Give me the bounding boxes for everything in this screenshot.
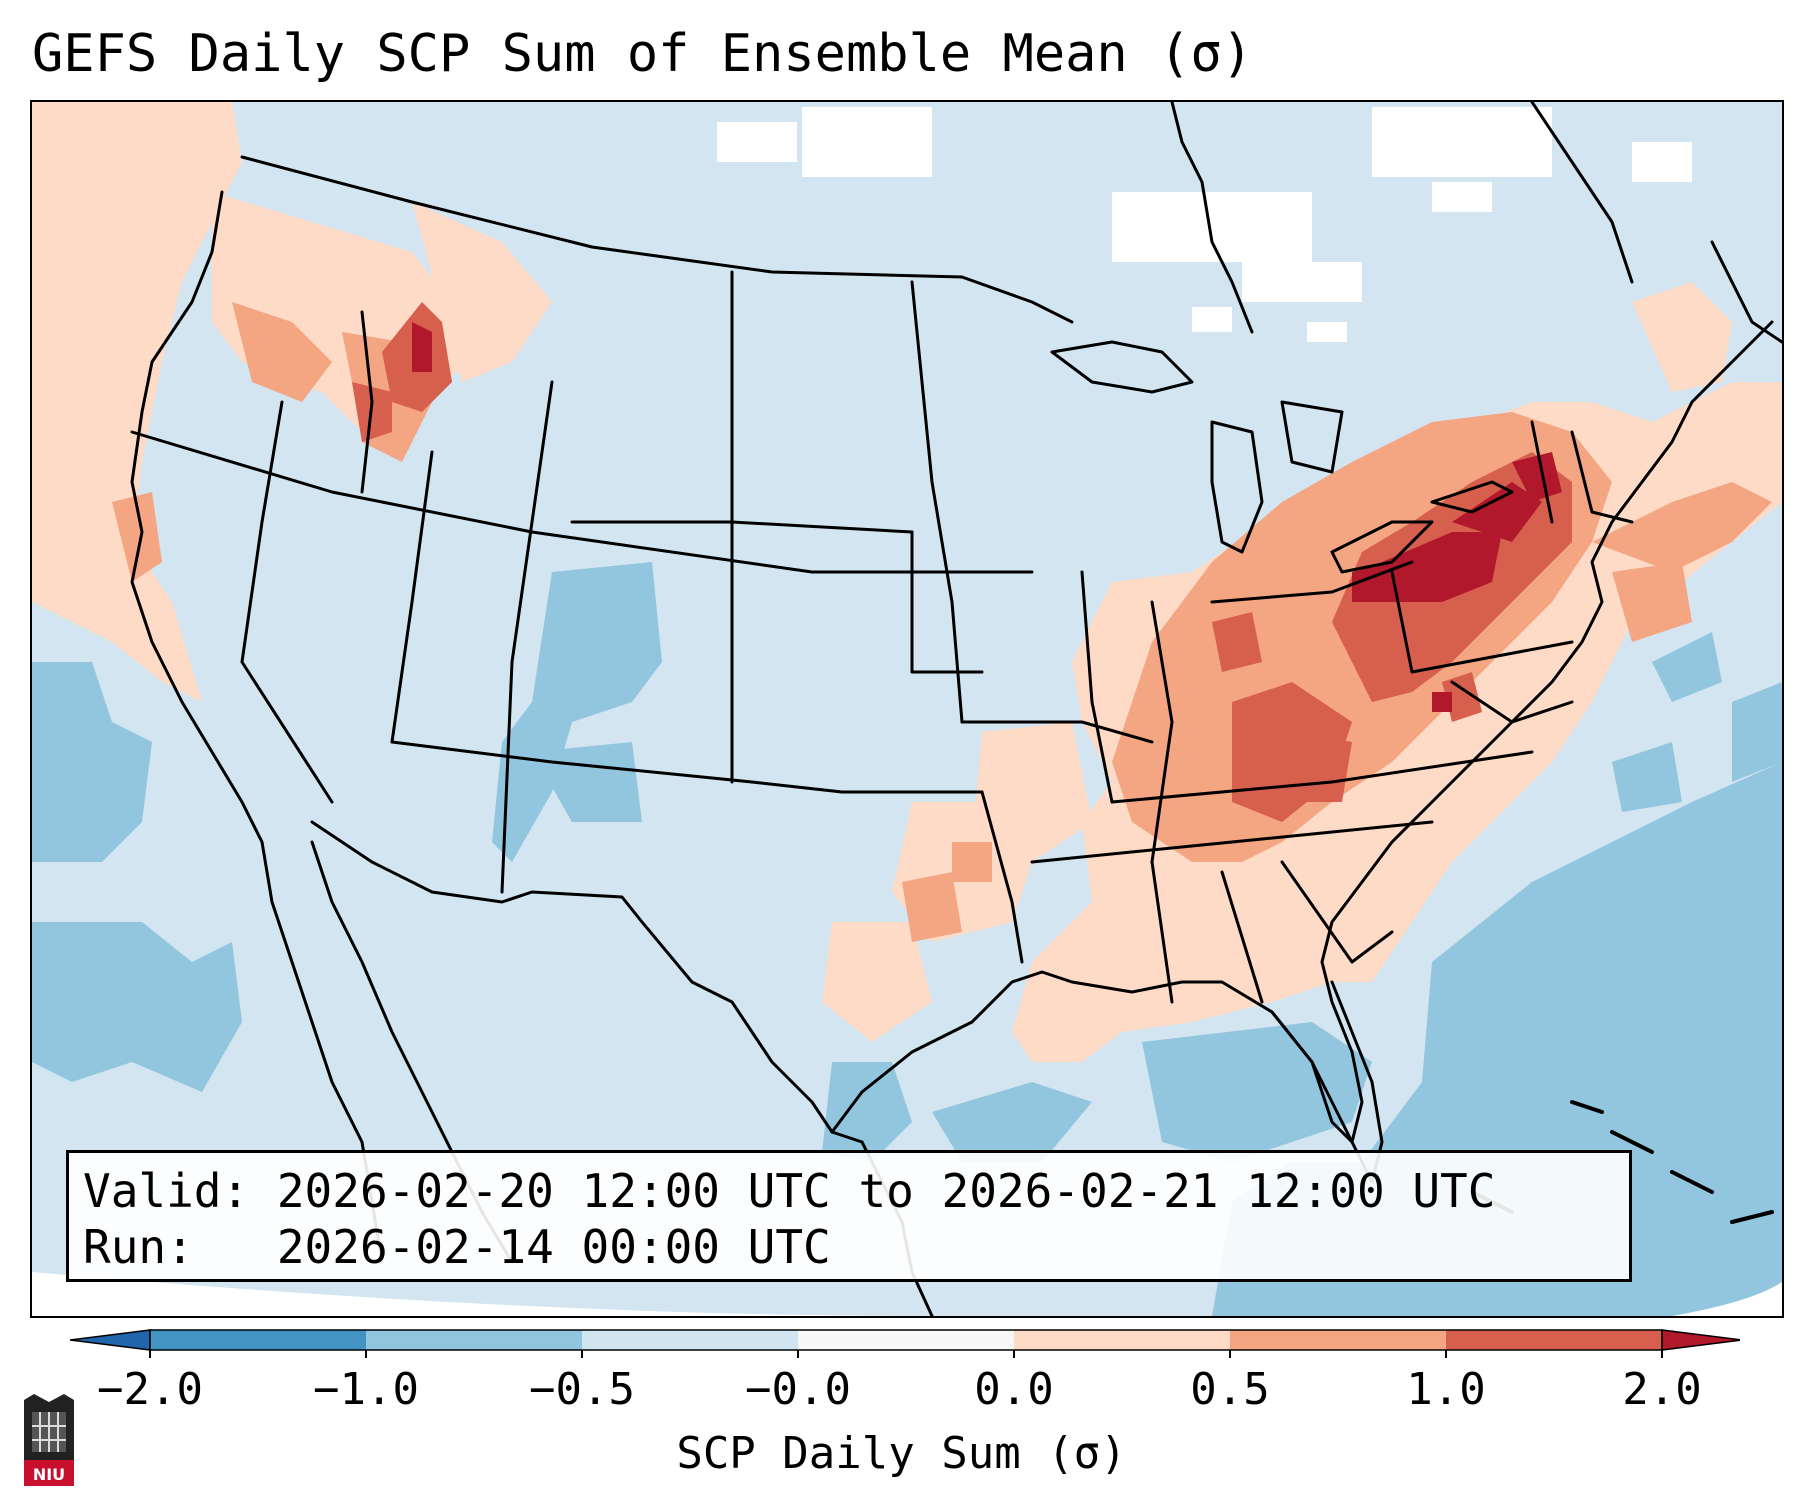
colorbar-bin bbox=[150, 1330, 366, 1350]
colorbar-frame bbox=[149, 1329, 1663, 1351]
colorbar-tick-label: −0.0 bbox=[745, 1364, 851, 1415]
colorbar-tick-label: −1.0 bbox=[313, 1364, 419, 1415]
map-title: GEFS Daily SCP Sum of Ensemble Mean (σ) bbox=[32, 24, 1253, 84]
run-line: Run: 2026-02-14 00:00 UTC bbox=[83, 1220, 831, 1274]
colorbar-over-extend bbox=[1661, 1329, 1743, 1351]
colorbar-bin bbox=[1014, 1330, 1230, 1350]
map-panel bbox=[30, 100, 1784, 1318]
projection-edge bbox=[32, 1272, 932, 1316]
colorbar-under-extend bbox=[69, 1329, 151, 1351]
colorbar-tick-label: 0.5 bbox=[1190, 1364, 1270, 1415]
colorbar-bin bbox=[1230, 1330, 1446, 1350]
colorbar bbox=[69, 1320, 1743, 1360]
colorbar-tick-label: 2.0 bbox=[1622, 1364, 1702, 1415]
valid-line: Valid: 2026-02-20 12:00 UTC to 2026-02-2… bbox=[83, 1164, 1496, 1218]
colorbar-tick-label: −0.5 bbox=[529, 1364, 635, 1415]
niu-logo: NIU bbox=[24, 1394, 74, 1486]
colorbar-bin bbox=[798, 1330, 1014, 1350]
logo-text: NIU bbox=[33, 1465, 65, 1484]
colorbar-bin bbox=[366, 1330, 582, 1350]
colorbar-bin bbox=[1446, 1330, 1662, 1350]
validity-info-box: Valid: 2026-02-20 12:00 UTC to 2026-02-2… bbox=[66, 1150, 1632, 1282]
neutral-field bbox=[717, 107, 1692, 342]
colorbar-bin bbox=[582, 1330, 798, 1350]
map-canvas bbox=[32, 102, 1782, 1316]
colorbar-tick-label: 1.0 bbox=[1406, 1364, 1486, 1415]
colorbar-tick-label: 0.0 bbox=[974, 1364, 1054, 1415]
colorbar-tick-label: −2.0 bbox=[97, 1364, 203, 1415]
projection-edge-right bbox=[1672, 1282, 1782, 1316]
colorbar-svg bbox=[69, 1329, 1743, 1358]
positive-field-peak bbox=[412, 322, 1562, 712]
colorbar-label: SCP Daily Sum (σ) bbox=[676, 1428, 1127, 1479]
